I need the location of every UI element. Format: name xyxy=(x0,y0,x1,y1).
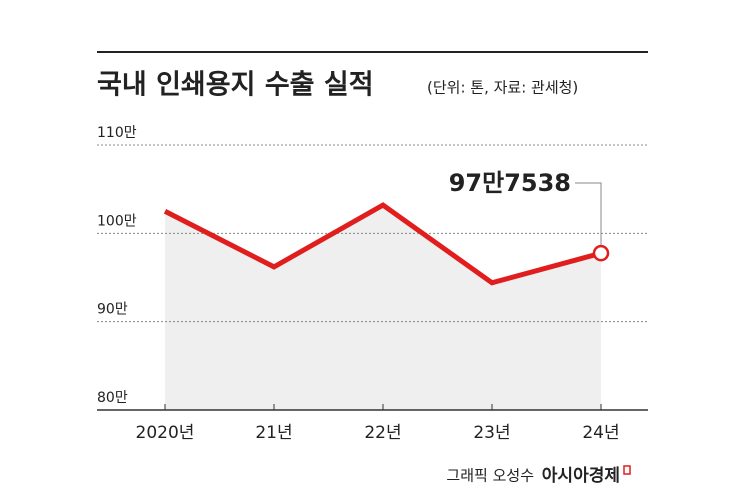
logo-mark xyxy=(623,465,631,475)
y-tick-label: 80만 xyxy=(97,390,128,406)
x-tick-label: 21년 xyxy=(255,423,292,443)
chart-subtitle: (단위: 톤, 자료: 관세청) xyxy=(427,79,578,97)
x-tick-label: 23년 xyxy=(473,423,510,443)
point-marker xyxy=(592,244,610,262)
value-label: 97만7538 xyxy=(449,169,571,197)
callout-line xyxy=(575,182,602,246)
publisher: 아시아경제 xyxy=(542,466,620,486)
chart-title: 국내 인쇄용지 수출 실적 xyxy=(97,70,374,101)
credit: 그래픽 오성수 xyxy=(446,467,534,485)
x-tick-label: 2020년 xyxy=(136,423,195,443)
y-tick-label: 110만 xyxy=(97,125,137,141)
x-tick-label: 22년 xyxy=(364,423,401,443)
data-line xyxy=(163,202,602,286)
x-tick-label: 24년 xyxy=(582,423,619,443)
y-tick-label: 90만 xyxy=(97,302,128,318)
area xyxy=(165,205,601,410)
y-tick-label: 100만 xyxy=(97,213,137,229)
